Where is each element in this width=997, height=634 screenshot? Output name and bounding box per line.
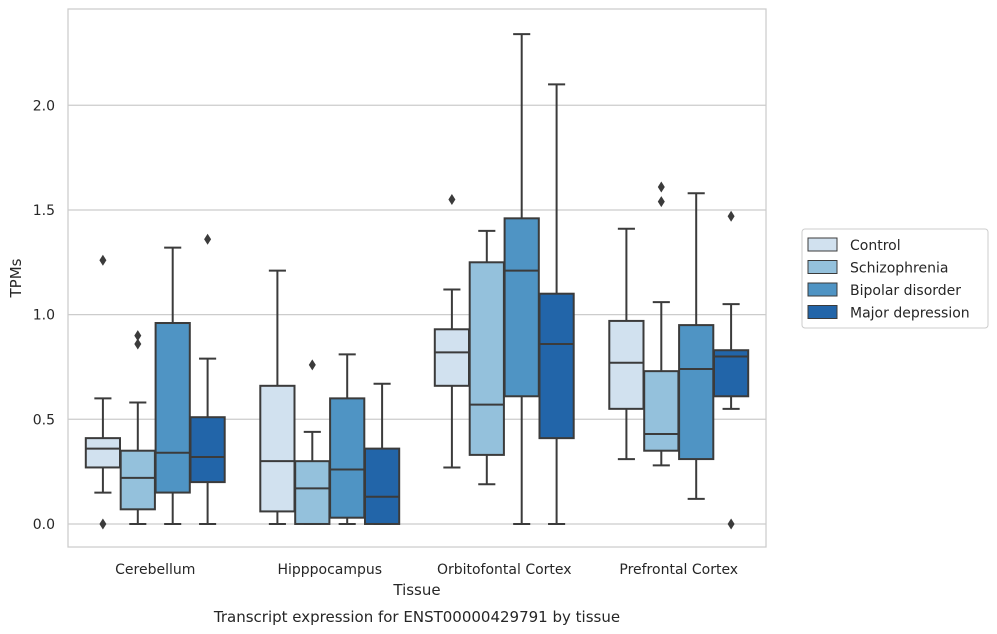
box-major-depression [363,447,401,525]
y-tick-label: 2.0 [33,98,55,114]
box-control [259,384,296,513]
outlier-point [727,210,735,222]
box-group [433,33,575,525]
x-tick-labels: Cerebellum Hipppocampus Orbitofontal Corte… [115,562,738,578]
legend-label: Control [850,238,901,254]
legend-label: Bipolar disorder [850,283,961,299]
legend-swatch [807,260,838,274]
box-major-depression [189,416,226,484]
legend-box [801,228,989,329]
x-tick-label: Prefrontal Cortex [619,562,738,578]
outlier-point [134,330,142,342]
box-control [433,328,471,387]
y-tick-label: 1.0 [33,308,55,324]
legend-swatch [807,282,838,297]
y-tick-label: 0.5 [33,412,55,428]
box-group [608,181,750,530]
legend-label: Major depression [850,306,970,322]
plot-frame [67,8,767,548]
box-schizophrenia [119,449,156,511]
x-tick-label: Hipppocampus [277,562,382,578]
x-axis-label: Tissue [392,581,440,599]
x-tick-label: Cerebellum [115,562,195,578]
box-group [84,233,226,530]
legend: Control Schizophrenia Bipolar disorder Majo… [801,228,989,329]
y-tick-labels: 0.0 0.5 1.0 1.5 2.0 [33,98,55,533]
outlier-point [657,181,665,193]
box-group [259,269,401,525]
y-axis-label: TPMs [7,258,25,298]
legend-swatch [807,237,838,252]
outlier-point [99,254,107,266]
box-schizophrenia [643,370,680,452]
outlier-point [134,338,142,350]
chart-caption: Transcript expression for ENST0000042979… [213,608,620,626]
box-groups [84,33,750,530]
box-schizophrenia [294,460,331,525]
outlier-point [727,518,735,530]
y-tick-label: 1.5 [33,203,55,219]
box-bipolar-disorder [503,217,540,398]
box-bipolar-disorder [678,324,715,461]
box-control [84,437,122,469]
legend-swatch [807,305,838,319]
outlier-point [657,196,665,208]
y-tick-label: 0.0 [33,517,55,533]
outlier-point [204,233,212,245]
box-bipolar-disorder [329,397,366,519]
box-major-depression [538,292,575,440]
box-bipolar-disorder [154,322,191,494]
outlier-point [99,518,107,530]
x-tick-label: Orbitofontal Cortex [437,562,572,578]
box-major-depression [712,349,750,398]
legend-label: Schizophrenia [850,261,948,277]
outlier-point [448,193,456,205]
box-schizophrenia [468,261,505,456]
box-control [608,319,645,410]
outlier-point [308,359,316,371]
